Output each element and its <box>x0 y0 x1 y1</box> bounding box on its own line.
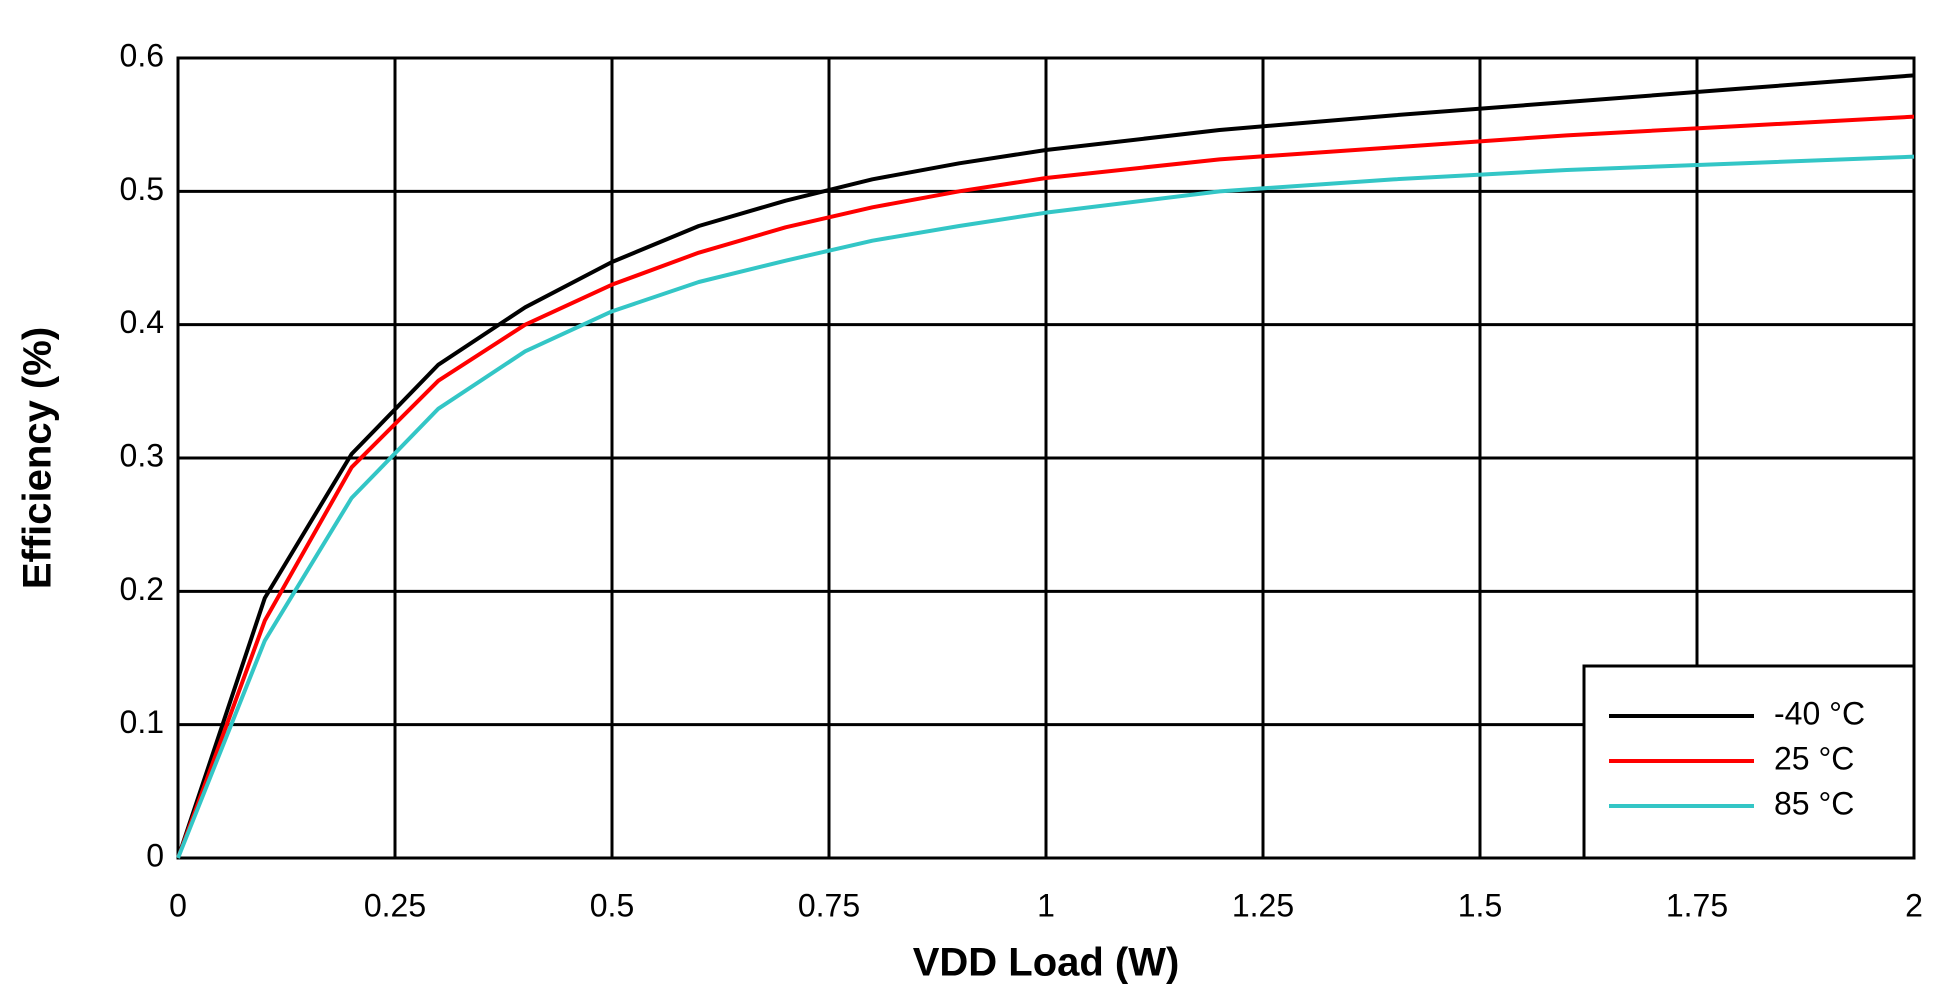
x-axis-title: VDD Load (W) <box>913 941 1180 985</box>
x-tick-label: 0.25 <box>364 887 426 923</box>
x-tick-label: 0.75 <box>798 887 860 923</box>
legend-label: 85 °C <box>1774 785 1854 821</box>
x-tick-label: 1.25 <box>1232 887 1294 923</box>
x-tick-label: 1.75 <box>1666 887 1728 923</box>
y-tick-label: 0.6 <box>120 37 164 73</box>
series-line <box>176 154 1915 859</box>
y-tick-label: 0.5 <box>120 171 164 207</box>
y-tick-label: 0.4 <box>120 304 164 340</box>
y-tick-label: 0 <box>146 837 164 873</box>
y-tick-label: 0.2 <box>120 571 164 607</box>
x-tick-label: 0 <box>169 887 187 923</box>
y-axis-title: Efficiency (%) <box>16 327 60 589</box>
plot-border <box>176 56 1916 860</box>
y-tick-label: 0.1 <box>120 704 164 740</box>
legend-label: -40 °C <box>1774 695 1865 731</box>
legend-label: 25 °C <box>1774 740 1854 776</box>
series-line <box>176 73 1915 859</box>
series-line <box>176 114 1915 859</box>
x-tick-label: 2 <box>1905 887 1923 923</box>
x-tick-label: 1 <box>1037 887 1055 923</box>
x-tick-label: 1.5 <box>1458 887 1502 923</box>
x-tick-label: 0.5 <box>590 887 634 923</box>
y-tick-label: 0.3 <box>120 437 164 473</box>
